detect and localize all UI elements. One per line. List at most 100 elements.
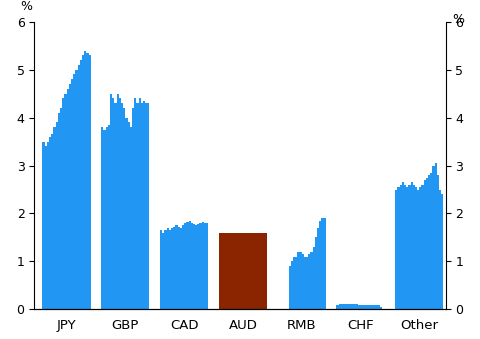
Bar	[204, 223, 206, 309]
Bar	[71, 79, 73, 309]
Bar	[130, 127, 132, 309]
Bar	[406, 187, 408, 309]
Bar	[123, 108, 125, 309]
Bar	[441, 194, 444, 309]
Bar	[106, 127, 108, 309]
Bar	[254, 233, 256, 309]
Bar	[360, 304, 363, 309]
Bar	[319, 221, 322, 309]
Bar	[263, 233, 265, 309]
Bar	[373, 305, 376, 309]
Bar	[182, 225, 184, 309]
Bar	[356, 304, 358, 309]
Bar	[223, 233, 226, 309]
Bar	[169, 230, 171, 309]
Bar	[265, 233, 267, 309]
Bar	[349, 304, 352, 309]
Bar	[110, 94, 112, 309]
Bar	[86, 53, 88, 309]
Bar	[354, 304, 356, 309]
Bar	[69, 84, 71, 309]
Bar	[84, 51, 86, 309]
Bar	[432, 165, 434, 309]
Bar	[317, 228, 319, 309]
Bar	[226, 233, 228, 309]
Bar	[358, 304, 360, 309]
Bar	[60, 108, 62, 309]
Bar	[415, 187, 417, 309]
Bar	[376, 305, 378, 309]
Bar	[372, 305, 373, 309]
Bar	[243, 233, 245, 309]
Bar	[75, 70, 78, 309]
Bar	[399, 185, 402, 309]
Bar	[228, 233, 230, 309]
Bar	[434, 163, 437, 309]
Bar	[143, 101, 145, 309]
Bar	[88, 55, 91, 309]
Bar	[112, 98, 114, 309]
Bar	[404, 185, 406, 309]
Bar	[437, 175, 439, 309]
Bar	[49, 137, 51, 309]
Bar	[145, 103, 147, 309]
Bar	[43, 142, 45, 309]
Bar	[191, 223, 193, 309]
Bar	[234, 233, 236, 309]
Bar	[297, 252, 300, 309]
Bar	[239, 233, 241, 309]
Bar	[128, 122, 130, 309]
Bar	[82, 55, 84, 309]
Bar	[402, 182, 404, 309]
Bar	[295, 257, 297, 309]
Bar	[367, 304, 369, 309]
Bar	[378, 305, 380, 309]
Bar	[304, 257, 306, 309]
Bar	[80, 60, 82, 309]
Bar	[365, 304, 367, 309]
Bar	[288, 266, 291, 309]
Bar	[408, 185, 410, 309]
Bar	[193, 224, 195, 309]
Bar	[428, 175, 430, 309]
Bar	[241, 233, 243, 309]
Bar	[341, 304, 343, 309]
Bar	[338, 304, 341, 309]
Bar	[147, 103, 149, 309]
Bar	[256, 233, 258, 309]
Bar	[348, 304, 349, 309]
Bar	[45, 146, 47, 309]
Bar	[47, 142, 49, 309]
Bar	[245, 233, 247, 309]
Bar	[380, 307, 383, 309]
Bar	[306, 257, 308, 309]
Bar	[397, 187, 399, 309]
Bar	[189, 221, 191, 309]
Bar	[395, 190, 397, 309]
Bar	[221, 233, 223, 309]
Bar	[139, 98, 141, 309]
Bar	[219, 233, 221, 309]
Bar	[258, 233, 261, 309]
Bar	[178, 227, 180, 309]
Bar	[232, 233, 234, 309]
Bar	[104, 129, 106, 309]
Bar	[345, 304, 348, 309]
Bar	[162, 233, 165, 309]
Bar	[439, 190, 441, 309]
Bar	[206, 223, 208, 309]
Bar	[291, 261, 293, 309]
Bar	[141, 103, 143, 309]
Bar	[165, 230, 167, 309]
Bar	[184, 223, 186, 309]
Bar	[336, 304, 338, 309]
Bar	[230, 233, 232, 309]
Bar	[413, 185, 415, 309]
Bar	[134, 98, 136, 309]
Bar	[67, 89, 69, 309]
Bar	[252, 233, 254, 309]
Bar	[293, 257, 295, 309]
Bar	[125, 118, 128, 309]
Bar	[369, 305, 372, 309]
Bar	[202, 222, 204, 309]
